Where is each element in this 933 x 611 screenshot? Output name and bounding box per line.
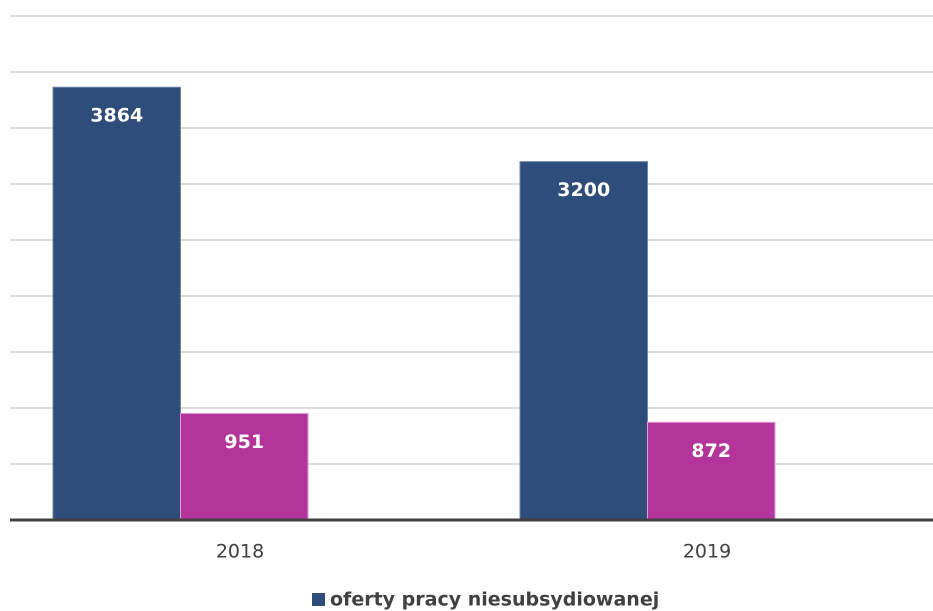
data-label: 3864: [90, 105, 143, 127]
bar: [180, 412, 309, 521]
data-label: 3200: [557, 179, 610, 201]
x-tick-label: 2019: [683, 541, 731, 563]
x-tick-label: 2018: [216, 541, 264, 563]
bar: [52, 86, 181, 521]
legend-label: oferty pracy niesubsydiowanej: [330, 589, 659, 611]
data-label: 951: [224, 431, 264, 453]
bar: [647, 421, 776, 521]
legend-swatch: [312, 593, 325, 606]
bar: [519, 161, 648, 521]
data-label: 872: [691, 440, 731, 462]
